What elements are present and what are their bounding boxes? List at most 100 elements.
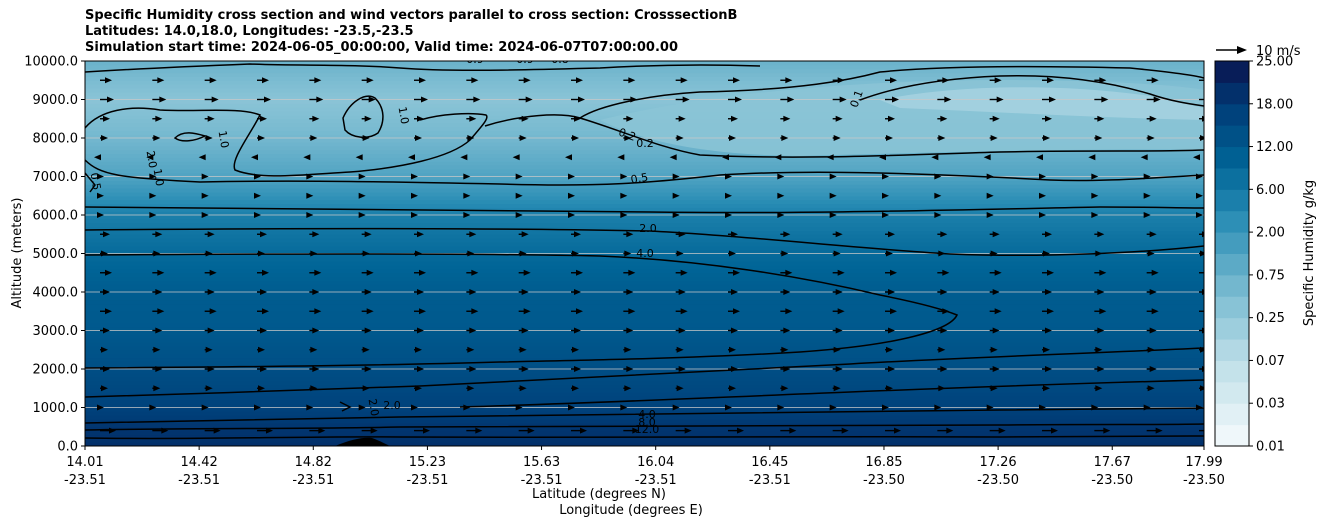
wind-arrow-head (1151, 308, 1159, 315)
wind-arrow-head (417, 115, 424, 122)
wind-arrow-head (684, 427, 692, 434)
wind-arrow-head (672, 404, 680, 411)
wind-arrow-head (1099, 77, 1107, 84)
wind-arrow-head (731, 289, 738, 295)
wind-arrow-head (680, 77, 688, 84)
wind-arrow-head (992, 366, 1000, 372)
humidity-band (85, 261, 1204, 266)
wind-arrow-head (475, 427, 483, 434)
quiver-key: 10 m/s (1216, 44, 1301, 59)
wind-arrow-head (463, 173, 471, 180)
wind-arrow-head (1149, 327, 1157, 334)
wind-arrow-head (994, 77, 1002, 84)
humidity-band (85, 249, 1204, 255)
wind-arrow-head (103, 366, 110, 372)
wind-arrow-head (992, 289, 1000, 295)
colorbar-tick-label: 0.03 (1256, 397, 1285, 412)
wind-arrow-head (777, 404, 785, 411)
wind-arrow-head (781, 135, 789, 141)
wind-arrow-head (1045, 231, 1052, 238)
wind-arrow-head (1202, 366, 1204, 372)
humidity-contour-lines (85, 63, 1204, 446)
wind-arrow-head (525, 96, 533, 103)
x-tick-label-lon: -23.50 (1183, 473, 1225, 488)
wind-arrow-head (626, 289, 634, 295)
wind-arrow-head (107, 96, 114, 103)
chart-title-line-1: Specific Humidity cross section and wind… (85, 8, 738, 23)
wind-arrow-head (940, 327, 948, 334)
wind-arrow-head (1147, 385, 1155, 392)
wind-arrow-head (890, 308, 897, 315)
wind-arrow-head (676, 135, 684, 141)
humidity-band (85, 238, 1204, 243)
colorbar-segment (1215, 403, 1249, 426)
humidity-band (85, 61, 1204, 66)
wind-arrow-head (826, 154, 834, 161)
wind-arrow-head (1200, 135, 1204, 141)
humidity-band (85, 145, 1204, 151)
wind-arrow-head (155, 327, 163, 334)
x-tick-label-lat: 17.99 (1185, 455, 1222, 470)
contour-line-1-small (173, 132, 208, 142)
wind-arrow-head (1196, 404, 1203, 411)
wind-arrow-head (213, 427, 221, 434)
wind-arrow-head (572, 385, 579, 392)
y-tick-label: 9000.0 (33, 93, 79, 108)
wind-arrow-head (512, 154, 520, 161)
wind-arrow-head (362, 135, 370, 141)
wind-arrow-head (1097, 115, 1105, 122)
wind-arrow-head (940, 366, 948, 372)
wind-arrow-head (157, 269, 165, 276)
colorbar-tick-label: 12.00 (1256, 140, 1293, 155)
wind-arrow-head (97, 404, 104, 411)
wind-arrow-head (1143, 404, 1151, 411)
wind-arrow-head (835, 231, 843, 238)
wind-arrow-head (568, 404, 575, 411)
x-tick-label-lat: 14.01 (66, 455, 103, 470)
wind-arrow-head (1140, 154, 1148, 161)
x-tick-label-lon: -23.50 (977, 473, 1019, 488)
humidity-band (85, 326, 1204, 332)
wind-arrow-head (209, 269, 217, 276)
wind-arrow-head (783, 289, 791, 295)
wind-arrow-head (105, 308, 112, 315)
wind-arrow-head (312, 327, 320, 334)
wind-arrow-head (254, 212, 261, 218)
humidity-band (85, 103, 1204, 108)
wind-arrow-head (774, 154, 782, 161)
wind-arrow-head (157, 77, 165, 84)
wind-arrow-head (624, 346, 632, 353)
humidity-band (85, 191, 1204, 197)
wind-arrow-head (931, 154, 939, 161)
contour-line-2-left (85, 347, 1204, 398)
x-tick-label-lat: 17.26 (979, 455, 1016, 470)
contour-label: 2.0 (383, 399, 401, 412)
wind-arrow-head (934, 192, 942, 199)
wind-arrow-head (258, 385, 265, 392)
x-tick-label-lat: 15.23 (409, 455, 446, 470)
wind-arrow-head (1043, 346, 1050, 353)
wind-arrow-head (1202, 327, 1204, 334)
contour-label: 4.0 (636, 247, 654, 260)
wind-arrow-head (1151, 269, 1159, 276)
wind-arrow-head (672, 173, 680, 180)
wind-arrow-head (1097, 366, 1105, 372)
wind-arrow-head (1043, 135, 1050, 141)
wind-arrow-head (157, 308, 165, 315)
wind-arrow-head (306, 212, 314, 218)
humidity-band (85, 419, 1204, 424)
wind-arrow-head (473, 96, 481, 103)
wind-arrow-head (835, 366, 843, 372)
humidity-band (85, 64, 1204, 70)
y-tick-label: 4000.0 (33, 286, 79, 301)
wind-arrow-head (101, 250, 108, 257)
wind-arrow-head (725, 212, 732, 218)
colorbar-segment (1215, 317, 1249, 340)
wind-arrow-head (205, 385, 213, 392)
humidity-band (85, 199, 1204, 205)
humidity-band (85, 218, 1204, 224)
x-tick-label-lon: -23.51 (64, 473, 106, 488)
wind-arrow-head (888, 366, 895, 372)
x-tick-label-lat: 14.42 (181, 455, 218, 470)
humidity-band (85, 442, 1204, 446)
